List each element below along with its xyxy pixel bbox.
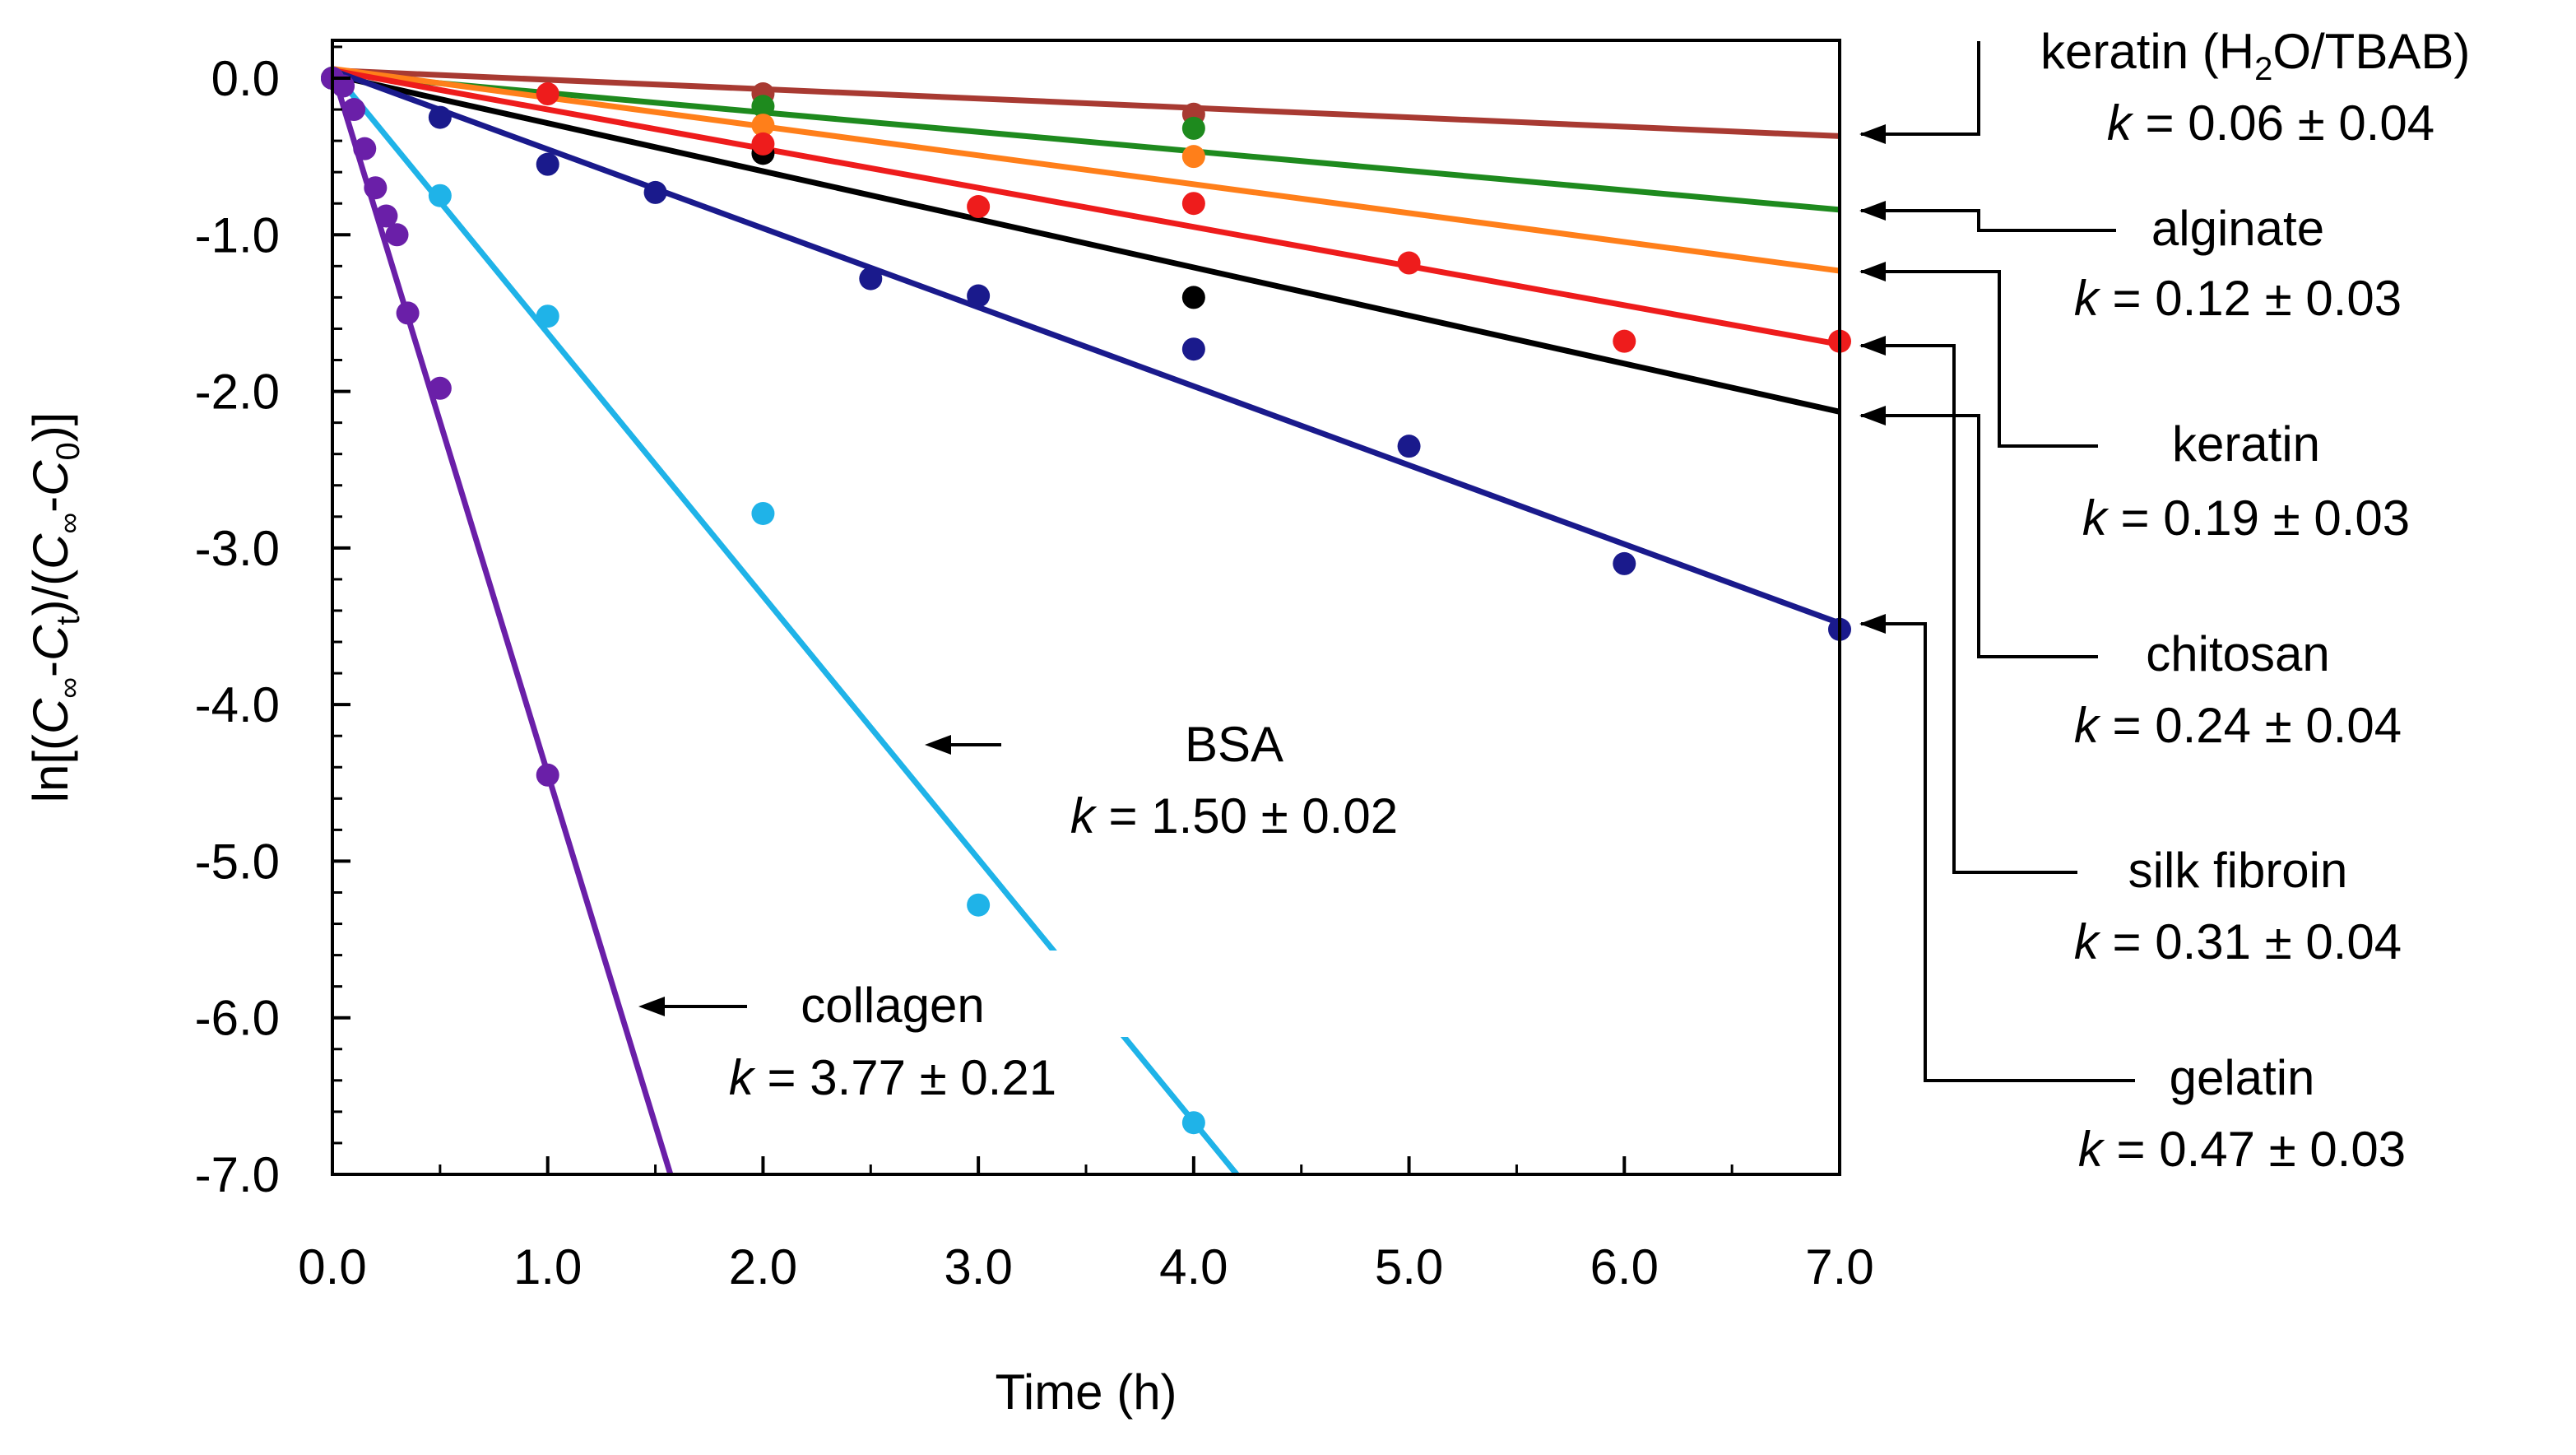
point-collagen-8 — [428, 376, 452, 400]
x-tick-label: 6.0 — [1590, 1239, 1659, 1295]
label-bsa-k: k = 1.50 ± 0.02 — [1070, 788, 1398, 844]
label-gap-mask — [1041, 951, 1139, 1037]
y-tick-label: -3.0 — [195, 521, 280, 576]
x-tick-label: 0.0 — [298, 1239, 366, 1295]
arrowhead-chitosan — [1859, 406, 1886, 425]
arrowhead-gelatin — [1859, 614, 1886, 634]
y-tick-label: -1.0 — [195, 207, 280, 263]
point-bsa-1 — [428, 184, 452, 207]
point-collagen-5 — [374, 204, 398, 228]
point-collagen-1 — [332, 74, 355, 98]
connector-gelatin — [1861, 622, 2135, 1082]
point-collagen-4 — [364, 176, 388, 200]
point-keratin-1 — [751, 114, 775, 137]
point-bsa-3 — [751, 501, 775, 525]
arrowhead-silk-fibroin — [1859, 336, 1886, 356]
arrowhead-keratin — [1859, 262, 1886, 281]
x-tick-label: 1.0 — [513, 1239, 582, 1295]
point-silk-fibroin-1 — [536, 82, 559, 106]
arrowhead-keratin-tbab — [1859, 124, 1886, 144]
y-tick-label: -7.0 — [195, 1147, 280, 1202]
point-gelatin-7 — [1397, 435, 1421, 458]
point-collagen-3 — [353, 137, 377, 160]
label-gelatin-k: k = 0.47 ± 0.03 — [2078, 1122, 2406, 1177]
label-bsa-name: BSA — [1185, 717, 1283, 772]
point-alginate-1 — [751, 95, 775, 119]
fit-line-keratin-h2o-tbab — [332, 67, 1840, 139]
label-collagen-k: k = 3.77 ± 0.21 — [729, 1050, 1056, 1105]
point-silk-fibroin-4 — [1181, 192, 1205, 216]
point-bsa-4 — [967, 893, 991, 917]
label-keratin-tbab-name: keratin (H2O/TBAB) — [2040, 24, 2470, 87]
arrowhead-alginate — [1859, 201, 1886, 221]
axis-ticks — [331, 45, 1841, 1176]
connector-silk-fibroin — [1861, 344, 2077, 874]
label-chitosan-name: chitosan — [2146, 626, 2329, 681]
x-tick-label: 4.0 — [1159, 1239, 1228, 1295]
point-gelatin-8 — [1613, 551, 1636, 575]
label-silk-fibroin-name: silk fibroin — [2128, 843, 2348, 898]
point-bsa-2 — [536, 304, 559, 328]
point-silk-fibroin-5 — [1397, 251, 1421, 275]
point-gelatin-1 — [428, 105, 452, 129]
connector-keratin — [1861, 270, 2098, 448]
arrowhead-bsa — [925, 735, 951, 755]
fit-line-collagen — [329, 69, 674, 1176]
fit-line-gelatin — [331, 67, 1841, 626]
point-collagen-7 — [396, 301, 420, 325]
label-chitosan-k: k = 0.24 ± 0.04 — [2074, 698, 2402, 753]
y-tick-label: -2.0 — [195, 365, 280, 420]
y-tick-label: -4.0 — [195, 677, 280, 732]
point-gelatin-2 — [536, 152, 559, 176]
tick-labels: 0.0 1.0 2.0 3.0 4.0 5.0 6.0 7.0 0.0 -1.0 -2.0 -3.0 -… — [195, 51, 1874, 1295]
label-alginate-name: alginate — [2151, 201, 2324, 256]
point-silk-fibroin-3 — [967, 195, 991, 219]
series-annotations: keratin (H2O/TBAB) k = 0.06 ± 0.04 algin… — [729, 24, 2470, 1177]
point-alginate-2 — [1181, 116, 1205, 140]
connector-chitosan — [1861, 414, 2098, 658]
point-silk-fibroin-6 — [1613, 329, 1636, 353]
fit-line-silk-fibroin — [332, 67, 1840, 347]
label-collagen-name: collagen — [801, 978, 985, 1033]
label-keratin-k: k = 0.19 ± 0.03 — [2082, 490, 2410, 546]
fit-line-alginate — [332, 70, 1840, 213]
x-tick-label: 2.0 — [729, 1239, 797, 1295]
x-tick-label: 5.0 — [1375, 1239, 1443, 1295]
point-keratin-2 — [1181, 145, 1205, 169]
y-tick-label: -5.0 — [195, 834, 280, 889]
y-tick-label: 0.0 — [211, 51, 280, 106]
point-chitosan-2 — [1181, 286, 1205, 309]
label-keratin-tbab-k: k = 0.06 ± 0.04 — [2107, 95, 2434, 151]
label-keratin-name: keratin — [2172, 416, 2320, 472]
point-gelatin-3 — [643, 180, 667, 204]
arrowhead-collagen — [638, 997, 665, 1016]
point-collagen-2 — [342, 98, 366, 122]
x-tick-label: 3.0 — [944, 1239, 1012, 1295]
label-alginate-k: k = 0.12 ± 0.03 — [2074, 271, 2402, 326]
point-gelatin-6 — [1181, 337, 1205, 361]
point-collagen-6 — [385, 223, 409, 247]
point-gelatin-4 — [859, 267, 883, 291]
annotation-arrowheads — [638, 124, 1886, 1016]
y-tick-label: -6.0 — [195, 991, 280, 1046]
fit-line-chitosan — [332, 72, 1840, 415]
x-axis-title: Time (h) — [995, 1364, 1177, 1420]
fit-line-keratin — [332, 66, 1840, 274]
point-collagen-9 — [536, 763, 559, 787]
y-axis-title: ln[(C∞-Ct)/(C∞-C0)] — [23, 412, 86, 803]
label-gelatin-name: gelatin — [2170, 1050, 2315, 1105]
point-gelatin-5 — [967, 284, 991, 308]
connector-keratin-tbab — [1861, 41, 1980, 136]
label-silk-fibroin-k: k = 0.31 ± 0.04 — [2074, 914, 2402, 969]
point-bsa-5 — [1181, 1111, 1205, 1135]
point-silk-fibroin-2 — [751, 132, 775, 156]
connector-alginate — [1861, 209, 2116, 232]
x-tick-label: 7.0 — [1805, 1239, 1873, 1295]
